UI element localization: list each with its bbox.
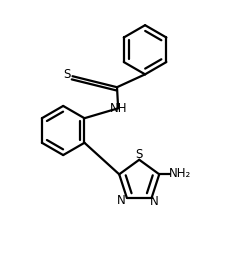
Text: N: N: [150, 195, 159, 208]
Text: S: S: [135, 148, 143, 161]
Text: S: S: [63, 68, 70, 81]
Text: NH: NH: [110, 102, 127, 115]
Text: N: N: [117, 194, 126, 207]
Text: NH₂: NH₂: [168, 167, 191, 180]
